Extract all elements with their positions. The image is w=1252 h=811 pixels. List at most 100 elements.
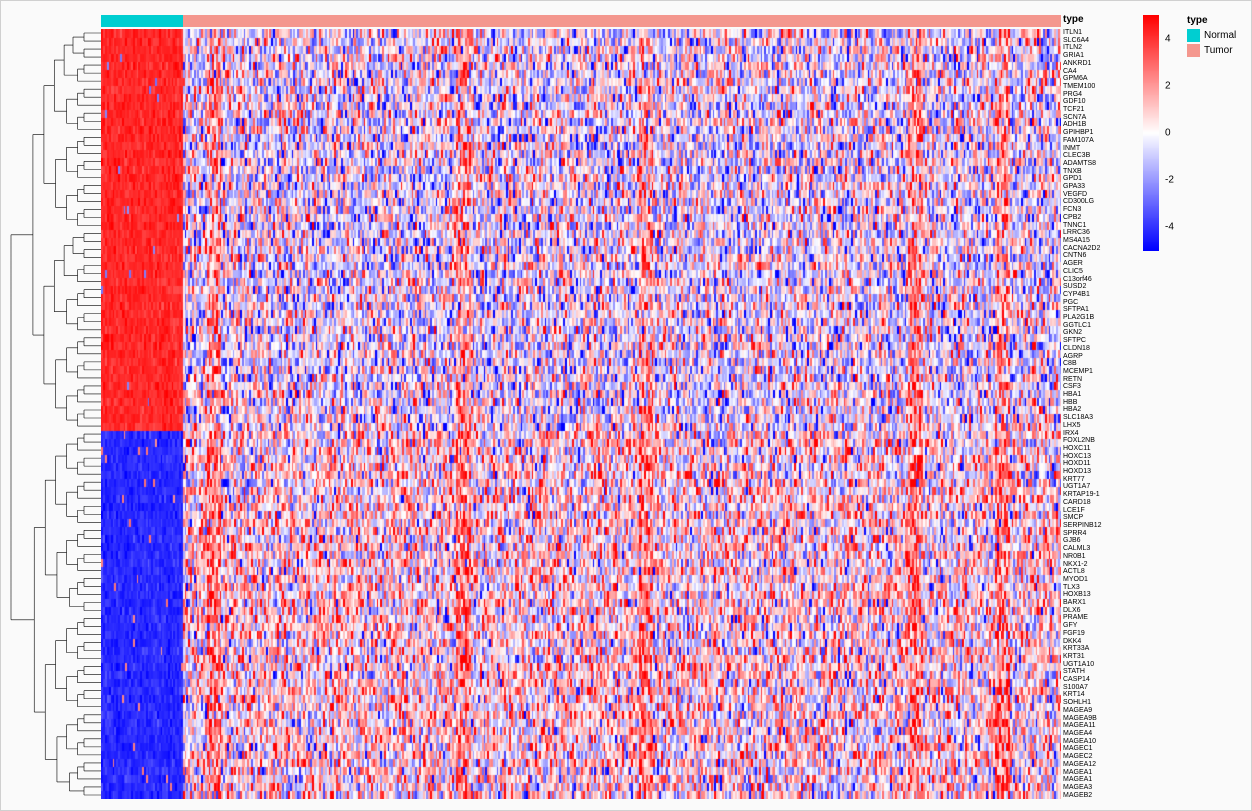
row-label: GJB6 [1063,537,1135,544]
row-label: CARD18 [1063,499,1135,506]
row-label: MAGEA9 [1063,707,1135,714]
row-label: ITLN1 [1063,29,1135,36]
row-label: SFTPA1 [1063,306,1135,313]
row-label: MAGEA12 [1063,761,1135,768]
row-label: MAGEA1 [1063,776,1135,783]
row-label: MYOD1 [1063,576,1135,583]
row-label: CASP14 [1063,676,1135,683]
row-label: CSF3 [1063,383,1135,390]
row-label: CA4 [1063,68,1135,75]
row-label: KRTAP19-1 [1063,491,1135,498]
row-label: CLEC3B [1063,152,1135,159]
row-label: CACNA2D2 [1063,245,1135,252]
row-label: GPIHBP1 [1063,129,1135,136]
row-label: GRIA1 [1063,52,1135,59]
row-label: ADH1B [1063,121,1135,128]
type-legend-title: type [1187,15,1247,26]
row-labels: ITLN1SLC6A4ITLN2GRIA1ANKRD1CA4GPM6ATMEM1… [1063,29,1135,799]
row-label: HBB [1063,399,1135,406]
row-label: TNNC1 [1063,222,1135,229]
type-legend-row: Tumor [1187,44,1247,57]
row-label: C8B [1063,360,1135,367]
row-label: ITLN2 [1063,44,1135,51]
row-label: GPD1 [1063,175,1135,182]
row-label: SPRR4 [1063,530,1135,537]
row-label: PRG4 [1063,91,1135,98]
row-label: MAGEA10 [1063,738,1135,745]
annot-tumor [183,15,1061,27]
row-label: GPM6A [1063,75,1135,82]
row-label: NKX1-2 [1063,561,1135,568]
row-label: NR0B1 [1063,553,1135,560]
row-label: MAGEA9B [1063,715,1135,722]
row-label: HBA2 [1063,406,1135,413]
row-label: STATH [1063,668,1135,675]
row-label: LCE1F [1063,507,1135,514]
row-label: CPB2 [1063,214,1135,221]
row-label: IRX4 [1063,430,1135,437]
column-annotation-bar [101,15,1061,27]
type-legend-label: Normal [1204,30,1236,41]
row-label: GPA33 [1063,183,1135,190]
row-label: MS4A15 [1063,237,1135,244]
row-label: TCF21 [1063,106,1135,113]
row-label: HOXD11 [1063,460,1135,467]
row-label: MAGEA11 [1063,722,1135,729]
color-scale-legend: -4-2024 [1143,15,1179,251]
row-label: HOXB13 [1063,591,1135,598]
row-label: ACTL8 [1063,568,1135,575]
row-label: MAGEA1 [1063,769,1135,776]
heatmap-body [101,29,1061,799]
heatmap-canvas [101,29,1061,799]
row-label: S100A7 [1063,684,1135,691]
row-label: PRAME [1063,614,1135,621]
row-label: AGER [1063,260,1135,267]
row-label: PLA2G1B [1063,314,1135,321]
row-label: KRT14 [1063,691,1135,698]
row-label: KRT33A [1063,645,1135,652]
row-label: TLX3 [1063,584,1135,591]
row-label: FGF19 [1063,630,1135,637]
row-dendrogram [9,29,101,799]
row-label: MAGEC1 [1063,745,1135,752]
type-legend: type Normal Tumor [1187,15,1247,59]
row-label: BARX1 [1063,599,1135,606]
row-label: PGC [1063,299,1135,306]
row-label: KRT31 [1063,653,1135,660]
row-label: HOXC11 [1063,445,1135,452]
row-label: CALML3 [1063,545,1135,552]
row-label: MAGEA3 [1063,784,1135,791]
row-label: CLIC5 [1063,268,1135,275]
color-scale-ticks: -4-2024 [1165,15,1185,251]
row-label: ADAMTS8 [1063,160,1135,167]
annot-normal [101,15,183,27]
row-label: FCN3 [1063,206,1135,213]
color-scale-tick: 2 [1165,80,1171,91]
row-label: MAGEC2 [1063,753,1135,760]
color-scale-tick: -2 [1165,175,1174,186]
row-label: CYP4B1 [1063,291,1135,298]
color-scale-tick: -4 [1165,222,1174,233]
row-label: GDF10 [1063,98,1135,105]
row-label: TMEM100 [1063,83,1135,90]
row-label: FAM107A [1063,137,1135,144]
row-label: SOHLH1 [1063,699,1135,706]
row-label: C13orf46 [1063,276,1135,283]
row-label: MAGEB2 [1063,792,1135,799]
color-scale-bar [1143,15,1159,251]
type-legend-swatch [1187,44,1200,57]
row-label: INMT [1063,145,1135,152]
row-label: CNTN6 [1063,252,1135,259]
type-legend-swatch [1187,29,1200,42]
row-label: FOXL2NB [1063,437,1135,444]
row-label: UGT1A7 [1063,483,1135,490]
row-label: MAGEA4 [1063,730,1135,737]
row-label: UGT1A10 [1063,661,1135,668]
row-label: SCN7A [1063,114,1135,121]
row-label: HBA1 [1063,391,1135,398]
row-label: DLX6 [1063,607,1135,614]
type-legend-label: Tumor [1204,45,1233,56]
row-label: SLC18A3 [1063,414,1135,421]
row-label: RETN [1063,376,1135,383]
row-label: GFY [1063,622,1135,629]
